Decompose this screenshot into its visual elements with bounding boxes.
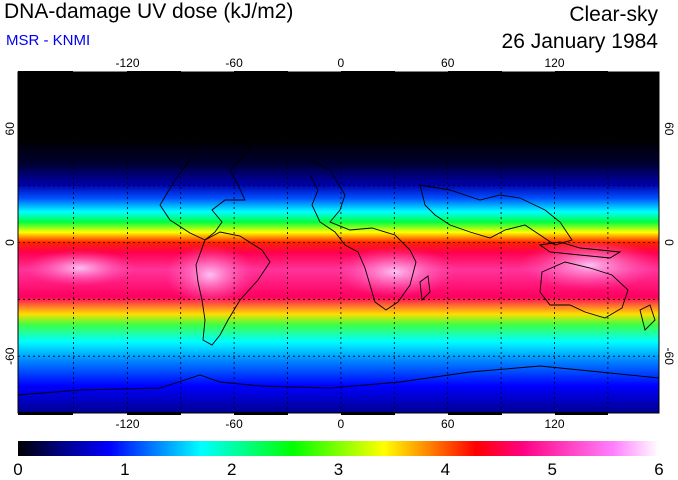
antarctica-coast (18, 365, 659, 396)
lat-tick-right: 60 (662, 122, 676, 136)
lat-ticks-right: 60 0 -60 (662, 122, 676, 365)
australia-coast (539, 261, 629, 319)
colorbar (18, 441, 659, 456)
lat-ticks-left: 60 0 -60 (3, 122, 17, 365)
lon-ticks-bottom: -120 -60 0 60 120 (115, 417, 564, 431)
lon-tick-top: -120 (115, 56, 139, 70)
lat-tick-left: 60 (3, 122, 17, 136)
uv-hotspot-south-america (165, 245, 255, 305)
frame-ticks (18, 71, 608, 415)
map-frame (17, 71, 660, 414)
coastlines (18, 109, 659, 396)
lon-tick-bottom: 120 (544, 417, 564, 431)
lon-tick-bottom: -60 (225, 417, 243, 431)
lat-tick-right: -60 (662, 348, 676, 366)
chart-title: DNA-damage UV dose (kJ/m2) (4, 0, 294, 23)
colorbar-labels: 0 1 2 3 4 5 6 (13, 460, 663, 479)
lat-tick-left: 0 (3, 239, 17, 246)
sky-condition-label: Clear-sky (569, 3, 658, 26)
uv-hotspot-africa (335, 247, 455, 297)
date-label: 26 January 1984 (501, 30, 658, 53)
indonesia-coast (538, 241, 622, 259)
source-label: MSR - KNMI (6, 32, 91, 49)
europe-africa-coast (309, 159, 417, 311)
colorbar-label: 2 (227, 460, 236, 479)
colorbar-label: 3 (334, 460, 343, 479)
madagascar-coast (419, 275, 431, 301)
south-america-coast (195, 231, 271, 346)
lon-tick-top: -60 (225, 56, 243, 70)
lon-tick-bottom: 60 (441, 417, 455, 431)
uv-hotspot-pacific (25, 250, 135, 286)
lon-tick-bottom: -120 (115, 417, 139, 431)
colorbar-label: 0 (13, 460, 22, 479)
lat-tick-left: -60 (3, 347, 17, 365)
lon-ticks-top: -120 -60 0 60 120 (115, 56, 564, 70)
colorbar-label: 1 (120, 460, 129, 479)
graticule (18, 72, 659, 413)
lat-tick-right: 0 (662, 239, 676, 246)
lon-tick-top: 0 (338, 56, 345, 70)
new-zealand-coast (639, 304, 656, 331)
colorbar-label: 5 (547, 460, 556, 479)
lon-tick-top: 60 (441, 56, 455, 70)
lon-tick-bottom: 0 (338, 417, 345, 431)
lon-tick-top: 120 (544, 56, 564, 70)
colorbar-label: 6 (654, 460, 663, 479)
colorbar-label: 4 (441, 460, 450, 479)
